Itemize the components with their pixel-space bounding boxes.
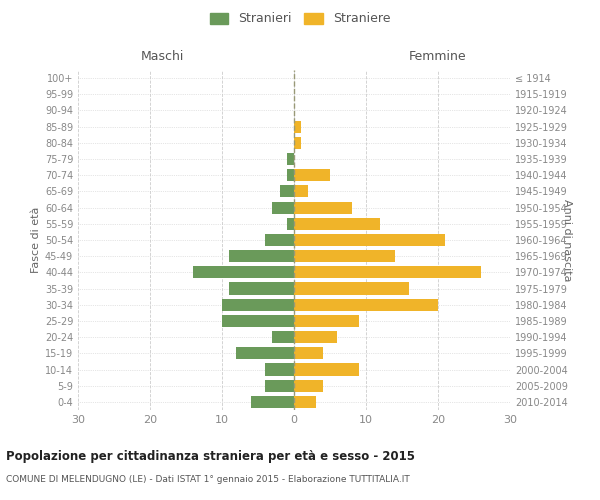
Text: COMUNE DI MELENDUGNO (LE) - Dati ISTAT 1° gennaio 2015 - Elaborazione TUTTITALIA: COMUNE DI MELENDUGNO (LE) - Dati ISTAT 1…	[6, 475, 410, 484]
Bar	[265, 380, 294, 392]
Bar	[294, 348, 323, 360]
Bar	[294, 315, 359, 327]
Bar	[294, 218, 380, 230]
Bar	[287, 169, 294, 181]
Text: Maschi: Maschi	[140, 50, 184, 62]
Y-axis label: Anni di nascita: Anni di nascita	[562, 198, 572, 281]
Bar	[294, 364, 359, 376]
Bar	[294, 331, 337, 343]
Text: Popolazione per cittadinanza straniera per età e sesso - 2015: Popolazione per cittadinanza straniera p…	[6, 450, 415, 463]
Text: Femmine: Femmine	[409, 50, 467, 62]
Bar	[236, 348, 294, 360]
Bar	[294, 250, 395, 262]
Bar	[294, 202, 352, 213]
Bar	[287, 218, 294, 230]
Bar	[294, 137, 301, 149]
Bar	[294, 396, 316, 408]
Bar	[280, 186, 294, 198]
Bar	[272, 331, 294, 343]
Bar	[229, 282, 294, 294]
Bar	[265, 234, 294, 246]
Bar	[287, 153, 294, 165]
Bar	[229, 250, 294, 262]
Bar	[294, 234, 445, 246]
Bar	[294, 120, 301, 132]
Bar	[294, 266, 481, 278]
Bar	[251, 396, 294, 408]
Bar	[294, 298, 438, 311]
Bar	[265, 364, 294, 376]
Bar	[272, 202, 294, 213]
Bar	[294, 169, 330, 181]
Bar	[193, 266, 294, 278]
Y-axis label: Fasce di età: Fasce di età	[31, 207, 41, 273]
Legend: Stranieri, Straniere: Stranieri, Straniere	[206, 8, 394, 29]
Bar	[294, 282, 409, 294]
Bar	[222, 298, 294, 311]
Bar	[294, 380, 323, 392]
Bar	[222, 315, 294, 327]
Bar	[294, 186, 308, 198]
